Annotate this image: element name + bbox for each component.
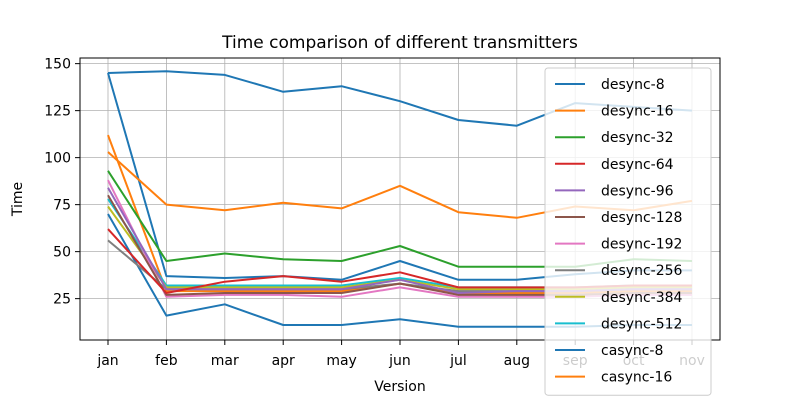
y-tick-label: 25	[53, 292, 71, 308]
y-tick-label: 100	[44, 151, 71, 167]
legend-label: casync-8	[601, 343, 663, 359]
legend-label: desync-8	[601, 77, 665, 93]
legend-box	[544, 67, 712, 396]
legend-label: desync-192	[601, 237, 682, 253]
y-axis-ticks: 25 50 75 100 125 150	[44, 57, 80, 308]
chart-title: Time comparison of different transmitter…	[221, 33, 578, 53]
x-tick-label: apr	[272, 353, 295, 369]
y-tick-label: 125	[44, 104, 71, 120]
legend-label: desync-512	[601, 316, 682, 332]
legend-label: desync-16	[601, 104, 674, 120]
legend-label: desync-64	[601, 157, 674, 173]
legend-label: desync-96	[601, 183, 674, 199]
legend-label: desync-32	[601, 130, 674, 146]
y-axis-title: Time	[10, 182, 26, 217]
y-tick-label: 75	[53, 198, 71, 214]
legend-label: desync-384	[601, 290, 683, 306]
y-tick-label: 50	[53, 245, 71, 261]
x-tick-label: jul	[449, 353, 467, 369]
legend: desync-8 desync-16 desync-32 desync-64 desyn…	[544, 67, 712, 396]
x-tick-label: jun	[388, 353, 411, 369]
legend-label: desync-256	[601, 263, 683, 279]
x-tick-label: aug	[504, 353, 530, 369]
x-tick-label: mar	[211, 353, 239, 369]
y-tick-label: 150	[44, 57, 71, 73]
legend-label: casync-16	[601, 370, 672, 386]
legend-label: desync-128	[601, 210, 682, 226]
x-tick-label: jan	[96, 353, 118, 369]
x-tick-label: feb	[155, 353, 178, 369]
x-axis-title: Version	[374, 379, 425, 395]
x-tick-label: may	[326, 353, 357, 369]
